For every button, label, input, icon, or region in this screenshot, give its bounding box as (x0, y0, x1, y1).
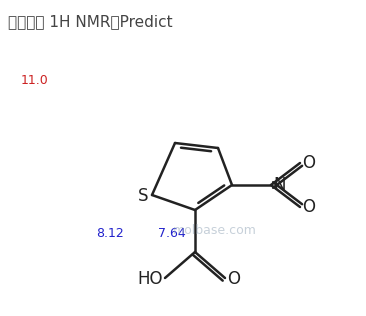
Text: 8.12: 8.12 (96, 227, 124, 240)
Text: O: O (302, 198, 315, 216)
Text: N: N (273, 176, 285, 194)
Text: 核磁图谱 1H NMR：Predict: 核磁图谱 1H NMR：Predict (8, 15, 173, 29)
Text: molbase.com: molbase.com (173, 223, 257, 236)
Text: 7.64: 7.64 (158, 227, 186, 240)
Text: O: O (302, 154, 315, 172)
Text: 11.0: 11.0 (21, 74, 49, 87)
Text: O: O (227, 270, 240, 288)
Text: S: S (138, 187, 148, 205)
Text: HO: HO (138, 270, 163, 288)
